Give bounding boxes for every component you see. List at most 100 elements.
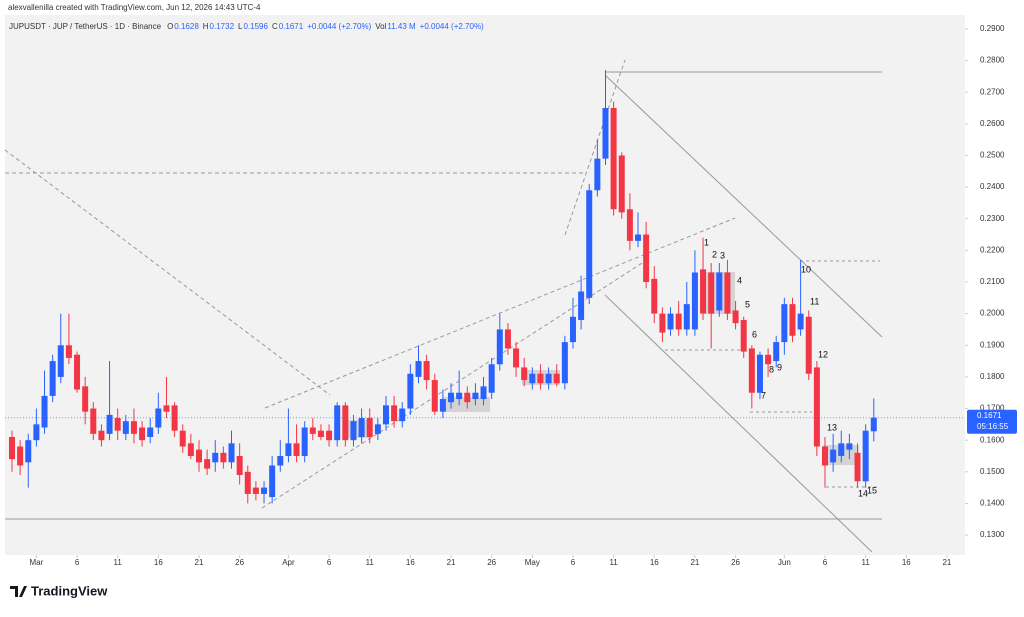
candle-body [708, 272, 715, 314]
x-tick-label: 11 [861, 558, 870, 567]
candle-body [25, 440, 32, 463]
y-tick-label: 0.2300 [980, 214, 1005, 223]
candle-body [830, 449, 837, 463]
candle-body [545, 373, 552, 384]
candle-body [391, 405, 398, 422]
candle-body [122, 421, 129, 434]
candle-body [862, 430, 869, 482]
annotation: 10 [801, 264, 811, 274]
y-tick-label: 0.2100 [980, 277, 1005, 286]
annotation: 12 [818, 349, 828, 359]
y-tick-label: 0.2500 [980, 151, 1005, 160]
y-tick-label: 0.1300 [980, 530, 1005, 539]
y-tick-label: 0.1700 [980, 404, 1005, 413]
trendline [604, 74, 883, 338]
legend-label: O [167, 22, 173, 31]
candle-body [756, 354, 763, 393]
candle-body [244, 471, 251, 494]
symbol: JUPUSDT · JUP / TetherUS · 1D · Binance [9, 22, 162, 31]
candle-body [822, 446, 828, 466]
annotation: 1 [704, 237, 709, 247]
candle-body [163, 405, 170, 412]
candle-body [870, 417, 877, 432]
legend-value: 0.1596 [243, 22, 268, 31]
candle-body [691, 272, 698, 330]
candle-body [659, 313, 666, 333]
candle-body [147, 427, 154, 438]
x-tick-label: 6 [327, 558, 332, 567]
candle-body [326, 430, 333, 441]
candle-body [472, 392, 479, 400]
candle-body [171, 405, 178, 431]
candle-body [269, 465, 276, 498]
legend-value: +0.0044 (+2.70%) [420, 22, 484, 31]
logo: TradingView [10, 583, 108, 598]
candle-body [382, 405, 389, 425]
logo-icon [10, 586, 27, 597]
candle-body [504, 329, 511, 349]
candle-body [9, 437, 15, 460]
candle-body [448, 392, 455, 403]
candle-body [431, 380, 438, 412]
candle-body [252, 487, 259, 494]
trendline [564, 59, 626, 236]
candle-body [626, 209, 633, 241]
x-tick-label: 11 [366, 558, 375, 567]
candle-body [423, 361, 430, 381]
x-tick-label: 21 [942, 558, 951, 567]
candle-body [82, 386, 89, 412]
annotation: 11 [810, 296, 819, 306]
x-tick-label: 21 [447, 558, 456, 567]
legend-value: 0.1671 [279, 22, 304, 31]
candle-body [797, 313, 804, 330]
legend-value: 0.1628 [174, 22, 199, 31]
y-tick-label: 0.1800 [980, 372, 1005, 381]
candle-body [366, 418, 373, 438]
countdown: 05:16:55 [977, 422, 1009, 431]
candle-body [643, 234, 650, 282]
candle-body [651, 278, 658, 314]
trendline [604, 294, 873, 553]
candle-body [301, 427, 308, 456]
candle-body [358, 418, 365, 438]
x-tick-label: Jun [778, 558, 791, 567]
candle-body [317, 430, 324, 438]
plot-area [5, 15, 965, 555]
candle-body [277, 455, 284, 466]
candle-body [334, 405, 341, 441]
y-tick-label: 0.2400 [980, 182, 1005, 191]
candle-body [553, 373, 560, 384]
candle-body [789, 304, 796, 336]
candle-body [716, 272, 723, 311]
candle-body [529, 373, 536, 384]
candle-body [732, 310, 739, 324]
annotation: 14 [858, 488, 868, 498]
candle-body [765, 354, 772, 365]
candle-body [139, 427, 146, 441]
range-box [443, 397, 490, 412]
candle-body [342, 405, 349, 441]
candle-body [293, 443, 300, 456]
annotation: 8 [769, 364, 774, 374]
candle-body [236, 455, 243, 475]
y-tick-label: 0.2600 [980, 119, 1005, 128]
candle-body [17, 446, 24, 466]
candle-body [586, 190, 593, 298]
candle-body [561, 342, 568, 384]
candle-body [513, 348, 520, 368]
annotation: 6 [752, 329, 757, 339]
range-box [345, 420, 370, 438]
candle-body [854, 452, 861, 482]
x-tick-label: 6 [571, 558, 576, 567]
candle-body [399, 408, 406, 422]
candle-body [49, 361, 56, 396]
candle-body [846, 443, 853, 450]
x-tick-label: 16 [154, 558, 163, 567]
annotation: 15 [867, 485, 877, 495]
y-tick-label: 0.1500 [980, 467, 1005, 476]
candle-body [114, 418, 121, 431]
candle-body [740, 319, 747, 352]
candle-body [602, 108, 609, 159]
legend-label: Vol [375, 22, 386, 31]
